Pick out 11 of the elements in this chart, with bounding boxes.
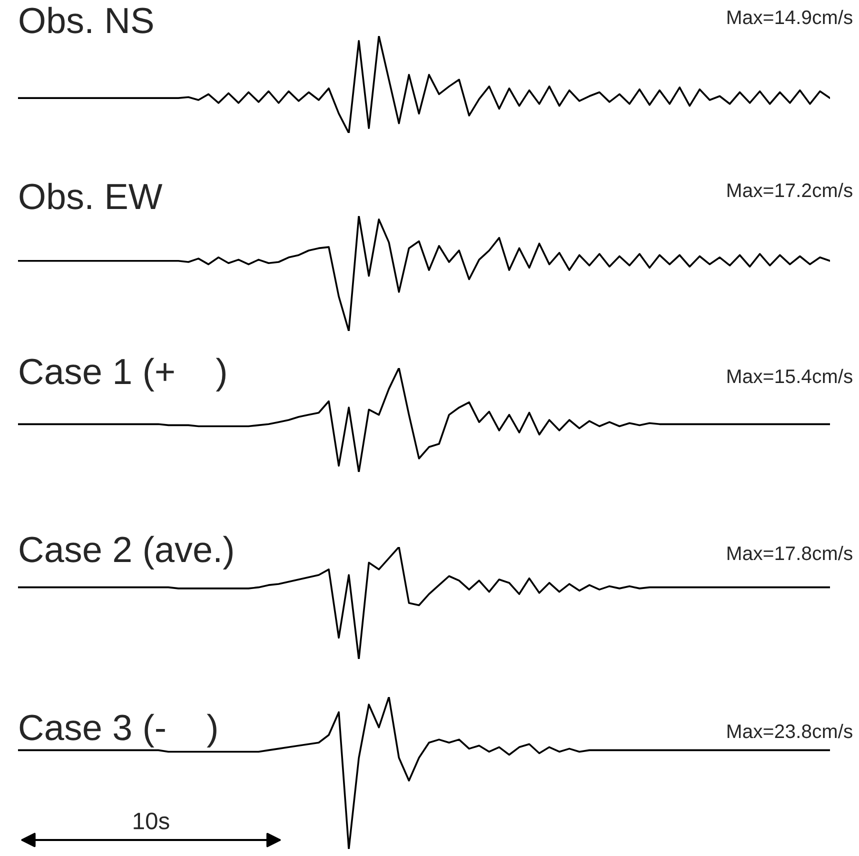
annotation: Max=15.4cm/s [728, 368, 852, 384]
annotation: Max=23.8cm/s [728, 724, 852, 738]
chart-title: Case 2 (ave.) [20, 536, 233, 570]
annotation: Max=17.8cm/s [728, 546, 852, 560]
chart-title: Case 3 (- ) [20, 714, 216, 748]
chart-title: Case 1 (+ ) [20, 358, 226, 392]
text: Max=17.2cm/s [728, 182, 852, 198]
annotation: 10s [134, 812, 170, 830]
chart-title: Obs. NS [20, 6, 153, 34]
chart-title: Obs. EW [20, 182, 162, 210]
text: Max=14.9cm/s [728, 10, 852, 24]
